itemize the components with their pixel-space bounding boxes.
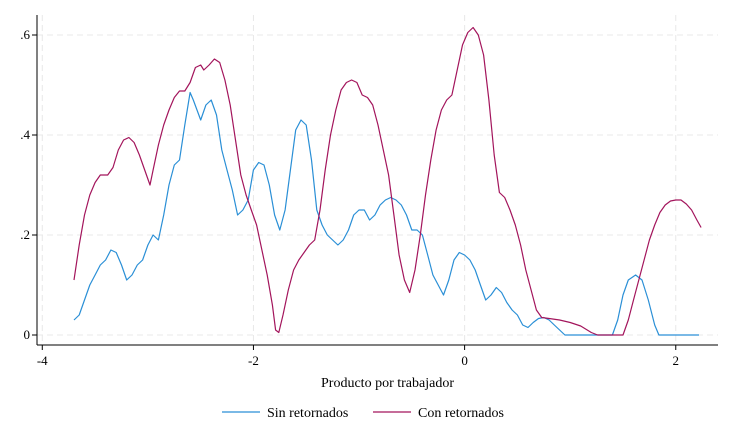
x-tick-label: 0 [461,353,468,368]
x-axis-title: Producto por trabajador [321,376,454,391]
series-line-con-retornados [73,26,702,336]
y-tick-label: .2 [20,227,30,242]
y-tick-label: .4 [20,127,30,142]
legend-label-sin-retornados: Sin retornados [267,406,348,421]
y-tick-label: .6 [20,27,30,42]
series-line-sin-retornados [73,91,699,336]
x-tick-label: -4 [37,353,48,368]
axes [32,15,718,350]
x-tick-label: -2 [248,353,259,368]
legend-label-con-retornados: Con retornados [418,406,504,421]
x-tick-label: 2 [673,353,680,368]
legend: Sin retornados Con retornados [222,406,504,421]
tick-labels: -4 -2 0 2 0 .2 .4 .6 [20,27,679,368]
grid-lines [37,15,718,345]
series-lines [73,26,702,336]
y-tick-label: 0 [24,327,31,342]
